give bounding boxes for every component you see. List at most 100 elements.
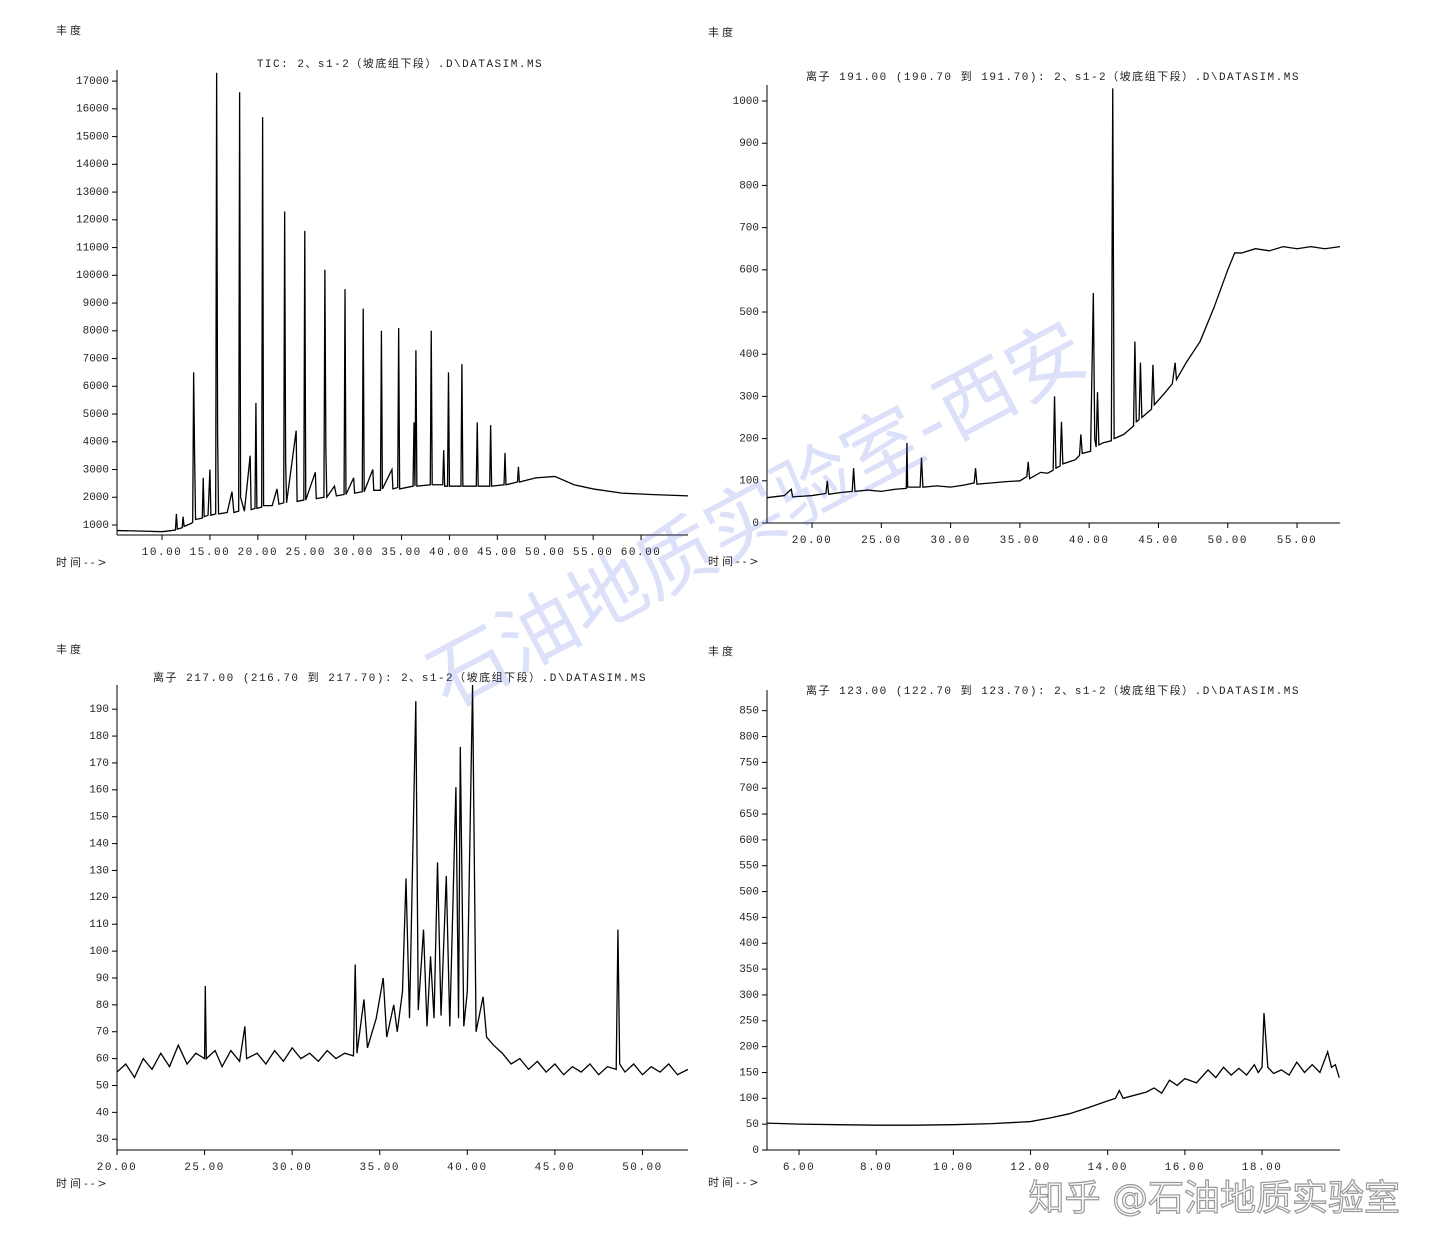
y-tick-label: 10000 [76, 270, 109, 282]
x-tick-label: 12.00 [1010, 1162, 1051, 1174]
y-tick-label: 110 [89, 919, 109, 931]
y-tick-label: 0 [752, 1145, 759, 1157]
y-tick-label: 8000 [83, 326, 109, 338]
x-tick-label: 25.00 [184, 1162, 225, 1174]
x-tick-label: 50.00 [1207, 535, 1248, 547]
x-tick-label: 45.00 [477, 547, 518, 559]
y-axis-label: 丰度 [56, 23, 84, 37]
y-tick-label: 650 [739, 809, 759, 821]
credit: 知乎 @石油地质实验室 [1029, 1178, 1400, 1219]
x-axis-label: 时间--> [56, 1177, 110, 1190]
y-tick-label: 100 [739, 1093, 759, 1105]
x-tick-label: 50.00 [525, 547, 566, 559]
x-tick-label: 30.00 [272, 1162, 313, 1174]
x-tick-label: 16.00 [1165, 1162, 1206, 1174]
x-axis-label: 时间--> [56, 556, 110, 569]
y-tick-label: 40 [96, 1107, 109, 1119]
y-tick-label: 600 [739, 835, 759, 847]
y-tick-label: 700 [739, 783, 759, 795]
data-line [766, 88, 1341, 499]
x-tick-label: 10.00 [933, 1162, 974, 1174]
y-tick-label: 70 [96, 1027, 109, 1039]
x-tick-label: 40.00 [447, 1162, 488, 1174]
y-tick-label: 80 [96, 1000, 109, 1012]
y-tick-label: 800 [739, 731, 759, 743]
x-tick-label: 10.00 [142, 547, 183, 559]
x-tick-label: 35.00 [381, 547, 422, 559]
y-tick-label: 140 [89, 838, 109, 850]
y-tick-label: 200 [739, 434, 759, 446]
y-tick-label: 200 [739, 1042, 759, 1054]
x-tick-label: 55.00 [573, 547, 614, 559]
y-tick-label: 400 [739, 938, 759, 950]
y-tick-label: 350 [739, 964, 759, 976]
y-tick-label: 30 [96, 1134, 109, 1146]
y-axis-label: 丰度 [56, 642, 84, 656]
chart-title: 离子 123.00 (122.70 到 123.70): 2、s1-2（坡底组下… [806, 683, 1300, 698]
x-tick-label: 45.00 [535, 1162, 576, 1174]
y-tick-label: 800 [739, 180, 759, 192]
x-tick-label: 30.00 [930, 535, 971, 547]
y-tick-label: 7000 [83, 353, 109, 365]
y-tick-label: 16000 [76, 104, 109, 116]
x-axis-label: 时间--> [708, 555, 762, 568]
y-tick-label: 90 [96, 973, 109, 985]
y-tick-label: 250 [739, 1016, 759, 1028]
y-tick-label: 750 [739, 757, 759, 769]
y-tick-label: 500 [739, 307, 759, 319]
y-tick-label: 190 [89, 704, 109, 716]
y-tick-label: 550 [739, 861, 759, 873]
x-tick-label: 8.00 [860, 1162, 892, 1174]
x-tick-label: 20.00 [238, 547, 279, 559]
y-tick-label: 300 [739, 391, 759, 403]
y-tick-label: 3000 [83, 464, 109, 476]
y-tick-label: 100 [89, 946, 109, 958]
y-tick-label: 13000 [76, 187, 109, 199]
x-tick-label: 40.00 [429, 547, 470, 559]
x-tick-label: 60.00 [621, 547, 662, 559]
y-tick-label: 120 [89, 892, 109, 904]
y-tick-label: 15000 [76, 131, 109, 143]
x-tick-label: 45.00 [1138, 535, 1179, 547]
x-tick-label: 20.00 [792, 535, 833, 547]
y-tick-label: 160 [89, 785, 109, 797]
y-tick-label: 14000 [76, 159, 109, 171]
y-tick-label: 700 [739, 223, 759, 235]
y-tick-label: 60 [96, 1054, 109, 1066]
y-tick-label: 900 [739, 138, 759, 150]
data-line [766, 1012, 1340, 1126]
y-tick-label: 400 [739, 349, 759, 361]
y-tick-label: 150 [739, 1067, 759, 1079]
y-tick-label: 9000 [83, 298, 109, 310]
y-tick-label: 11000 [76, 242, 109, 254]
y-tick-label: 50 [96, 1080, 109, 1092]
y-axis-label: 丰度 [708, 644, 736, 658]
x-tick-label: 25.00 [285, 547, 326, 559]
x-tick-label: 15.00 [190, 547, 231, 559]
data-line [116, 684, 689, 1079]
y-tick-label: 130 [89, 865, 109, 877]
y-tick-label: 100 [739, 476, 759, 488]
y-tick-label: 180 [89, 731, 109, 743]
y-tick-label: 300 [739, 990, 759, 1002]
y-tick-label: 5000 [83, 409, 109, 421]
y-tick-label: 450 [739, 912, 759, 924]
y-tick-label: 150 [89, 812, 109, 824]
y-tick-label: 1000 [83, 520, 109, 532]
y-tick-label: 600 [739, 265, 759, 277]
x-tick-label: 30.00 [333, 547, 374, 559]
y-tick-label: 12000 [76, 215, 109, 227]
y-tick-label: 850 [739, 706, 759, 718]
data-line [116, 72, 689, 533]
x-tick-label: 25.00 [861, 535, 902, 547]
y-axis-label: 丰度 [708, 25, 736, 39]
y-tick-label: 170 [89, 758, 109, 770]
x-tick-label: 18.00 [1242, 1162, 1283, 1174]
y-tick-label: 4000 [83, 437, 109, 449]
x-tick-label: 35.00 [359, 1162, 400, 1174]
y-tick-label: 6000 [83, 381, 109, 393]
chart-title: 离子 191.00 (190.70 到 191.70): 2、s1-2（坡底组下… [806, 69, 1300, 84]
x-tick-label: 20.00 [97, 1162, 138, 1174]
x-tick-label: 35.00 [1000, 535, 1041, 547]
